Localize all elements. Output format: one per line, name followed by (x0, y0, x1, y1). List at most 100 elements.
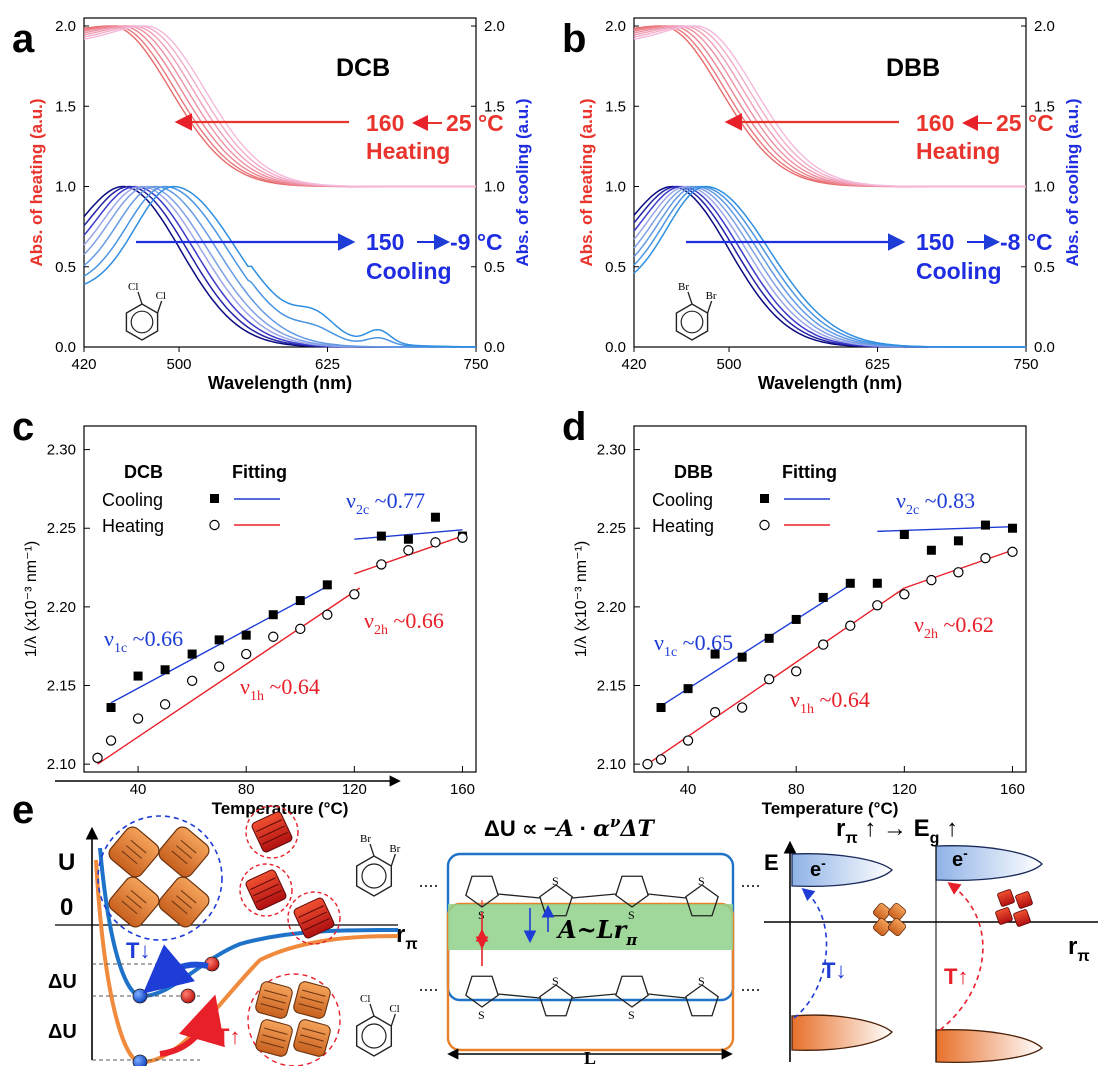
legend-cooling-marker (210, 494, 219, 503)
state-ball (132, 988, 148, 1004)
thiophene-ring (615, 875, 649, 908)
cooling-range-end: -8 °C (1000, 229, 1053, 255)
exponent-annotation: ν1c ~0.66 (104, 626, 183, 656)
text-run: ~0.64 (264, 674, 320, 699)
y-tick-label-right: 1.0 (484, 179, 505, 196)
lattice-line (126, 895, 142, 909)
y-tick-label-right: 1.5 (484, 98, 505, 115)
substituent-bond (390, 1013, 396, 1027)
chain-bond (497, 893, 541, 899)
valence-band (935, 1029, 1043, 1064)
lattice-line (121, 850, 138, 865)
conduction-band (791, 853, 893, 887)
text-run: ~0.66 (388, 608, 444, 633)
subscript: 2h (374, 623, 388, 638)
u-axis-label: U (58, 849, 75, 876)
heating-range-end: 25 °C (446, 110, 504, 136)
nanocrystal-block (1013, 909, 1031, 927)
exponent-annotation: ν2c ~0.77 (346, 488, 425, 518)
text-run: α (593, 816, 610, 842)
cooling-range-end: -9 °C (450, 229, 503, 255)
x-tick-label: 80 (788, 781, 805, 798)
energy-gap-panel-c: 40 80 120 160 2.10 2.15 2.20 2.25 2.30 Temperatur… (23, 425, 477, 818)
lattice-line (260, 1003, 284, 1011)
cooling-word: Cooling (916, 258, 1002, 284)
x-tick-label: 500 (167, 356, 192, 373)
heating-range: 160 (366, 110, 404, 136)
monomer-boundary (287, 891, 341, 945)
heating-point (845, 620, 856, 631)
x-tick-label: 750 (1013, 356, 1038, 373)
text-run: ν (364, 608, 374, 633)
lattice-line (300, 996, 324, 1004)
text-run: ν (914, 612, 924, 637)
solvent-title: DCB (336, 54, 390, 82)
text-run: A~Lr (556, 915, 629, 944)
heating-range: 160 (916, 110, 954, 136)
zero-label: 0 (60, 894, 73, 921)
aromatic-circle (130, 310, 154, 334)
panel-letter-d: d (562, 405, 586, 449)
heating-point (430, 537, 441, 548)
overlap-area-label: A~Lrπ (556, 915, 638, 949)
lattice-line (126, 845, 142, 859)
y-tick-label-right: 1.0 (1034, 179, 1055, 196)
t-down-label: T↓ (126, 938, 150, 963)
y-tick-label-right: 0.0 (1034, 339, 1055, 356)
y-axis-label-left: Abs. of heating (a.u.) (27, 98, 46, 266)
cooling-point (683, 684, 693, 694)
fit-line-heating (647, 587, 905, 765)
heating-spectrum (633, 25, 1026, 188)
thiophene-ring (539, 984, 573, 1017)
x-tick-label: 80 (238, 781, 255, 798)
plot-frame (83, 17, 477, 348)
panel-letter-c: c (12, 405, 34, 449)
cooling-spectrum (633, 185, 1026, 348)
fit-line-cooling (660, 584, 851, 707)
heating-range-end: 25 °C (996, 110, 1054, 136)
delta-u-label: ΔU (48, 971, 77, 993)
nanocrystal-block (995, 907, 1013, 925)
legend-fitting: Fitting (782, 462, 837, 482)
heating-point (92, 752, 103, 764)
text-run: ν (610, 813, 621, 831)
exponent-annotation: ν2h ~0.66 (364, 608, 444, 638)
text-run: ΔT (619, 816, 655, 842)
text-run: ~0.65 (677, 630, 733, 655)
lattice-line (264, 989, 288, 997)
cooling-spectrum (83, 185, 476, 348)
y-tick-label-right: 0.5 (1034, 259, 1055, 276)
thiophene-ring (615, 975, 649, 1008)
heating-point (709, 707, 721, 718)
text-run: ~0.77 (369, 488, 425, 513)
cooling-point (241, 630, 251, 640)
text-run: E (914, 815, 930, 842)
state-ball (180, 988, 196, 1004)
cooling-spectrum (83, 185, 476, 348)
legend-heating: Heating (652, 516, 714, 536)
y-tick-label: 1.5 (55, 98, 76, 115)
cooling-point (845, 578, 855, 588)
x-tick-label: 420 (621, 356, 646, 373)
cooling-spectrum (83, 185, 476, 348)
heating-point (818, 639, 829, 650)
cooling-point (160, 665, 170, 675)
potential-well-panel: U 0 rπ ΔU ΔU T↓ T↑ Br Br Cl Cl (48, 775, 418, 1066)
fit-line-cooling (110, 585, 328, 704)
electron-label: e- (810, 855, 826, 881)
text-run: r (1068, 933, 1077, 960)
lattice-line (256, 889, 282, 903)
legend-heating-marker (759, 519, 770, 531)
heating-point (268, 631, 279, 642)
heating-point (736, 702, 748, 713)
text-run: r (396, 921, 405, 948)
y-tick-label: 0.5 (605, 259, 626, 276)
heating-word: Heating (366, 138, 450, 164)
text-run: ↑ → (858, 815, 914, 842)
text-run: ν (104, 626, 114, 651)
length-label: L (584, 1048, 596, 1066)
y-tick-label: 1.0 (55, 179, 76, 196)
heating-point (376, 559, 387, 570)
